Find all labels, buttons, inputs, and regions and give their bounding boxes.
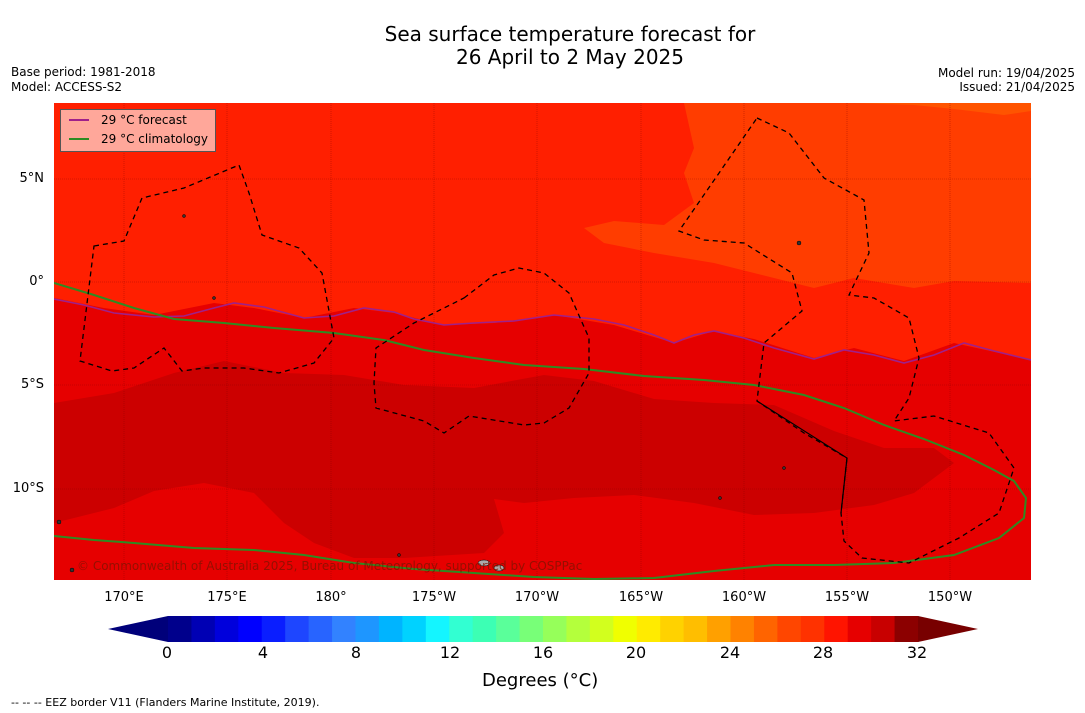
lon-label-150w: 150°W: [927, 590, 973, 605]
colorbar-segment: [800, 616, 825, 642]
colorbar-segment: [308, 616, 333, 642]
colorbar-segment: [191, 616, 216, 642]
colorbar-segment: [496, 616, 521, 642]
colorbar: [108, 616, 978, 642]
legend-item-climatology: 29 °C climatology: [69, 131, 208, 147]
legend-item-forecast: 29 °C forecast: [69, 112, 187, 128]
chart-title-line2: 26 April to 2 May 2025: [456, 45, 684, 69]
colorbar-tick-0: 0: [161, 643, 173, 662]
colorbar-segment: [168, 616, 192, 642]
eez-borders: [79, 117, 1015, 564]
colorbar-tick-20: 20: [625, 643, 647, 662]
colorbar-over-arrow: [918, 616, 978, 642]
lon-label-165w: 165°W: [618, 590, 664, 605]
colorbar-segment: [777, 616, 802, 642]
coastline-segment: [756, 400, 848, 514]
colorbar-segment: [683, 616, 708, 642]
legend-swatch-climatology: [69, 138, 89, 140]
issued-date: Issued: 21/04/2025: [959, 80, 1075, 94]
colorbar-tick-32: 32: [906, 643, 928, 662]
colorbar-segment: [707, 616, 731, 642]
lon-label-170w: 170°W: [514, 590, 560, 605]
colorbar-tick-12: 12: [439, 643, 461, 662]
colorbar-segment: [543, 616, 567, 642]
sst-band-26-27: [854, 103, 1031, 115]
lat-label-5n: 5°N: [19, 171, 45, 186]
lat-label-10s: 10°S: [12, 481, 44, 496]
map-legend: 29 °C forecast 29 °C climatology: [60, 109, 216, 152]
lon-label-155w: 155°W: [824, 590, 870, 605]
sst-map: [54, 103, 1031, 580]
climatology-29c-contour: [54, 282, 1028, 580]
colorbar-segment: [425, 616, 450, 642]
colorbar-segment: [285, 616, 310, 642]
colorbar-tick-24: 24: [719, 643, 741, 662]
colorbar-segment: [449, 616, 474, 642]
colorbar-tick-16: 16: [532, 643, 554, 662]
colorbar-under-arrow: [108, 616, 168, 642]
sst-band-27-28: [584, 103, 1031, 288]
colorbar-segment: [730, 616, 755, 642]
colorbar-segment: [355, 616, 380, 642]
colorbar-segment: [402, 616, 427, 642]
lon-label-175e: 175°E: [207, 590, 247, 605]
sst-band-30-31: [54, 361, 954, 558]
copyright-notice: © Commonwealth of Australia 2025, Bureau…: [77, 559, 583, 573]
lat-label-0: 0°: [29, 274, 44, 289]
lon-label-175w: 175°W: [411, 590, 457, 605]
colorbar-segment: [613, 616, 638, 642]
legend-label-climatology: 29 °C climatology: [101, 132, 209, 146]
colorbar-tick-28: 28: [812, 643, 834, 662]
lon-label-160w: 160°W: [721, 590, 767, 605]
colorbar-segment: [847, 616, 872, 642]
colorbar-segment: [589, 616, 614, 642]
colorbar-segment: [472, 616, 497, 642]
colorbar-segment: [894, 616, 919, 642]
colorbar-label: Degrees (°C): [482, 670, 599, 691]
forecast-29c-contour: [54, 298, 1031, 364]
colorbar-segment: [871, 616, 896, 642]
colorbar-segment: [660, 616, 685, 642]
colorbar-segment: [378, 616, 403, 642]
colorbar-segment: [636, 616, 661, 642]
legend-swatch-forecast: [69, 119, 89, 121]
graticule: [54, 103, 1031, 580]
model-name: Model: ACCESS-S2: [11, 80, 123, 94]
colorbar-segment: [332, 616, 356, 642]
eez-footnote: -- -- -- EEZ border V11 (Flanders Marine…: [11, 696, 320, 709]
colorbar-segment: [824, 616, 849, 642]
colorbar-segment: [519, 616, 544, 642]
colorbar-segment: [753, 616, 778, 642]
lon-label-170e: 170°E: [104, 590, 144, 605]
model-run: Model run: 19/04/2025: [937, 66, 1075, 80]
base-period: Base period: 1981-2018: [11, 65, 156, 79]
chart-title-line1: Sea surface temperature forecast for: [384, 22, 756, 46]
lon-label-180: 180°: [315, 590, 347, 605]
colorbar-tick-4: 4: [257, 643, 269, 662]
colorbar-tick-8: 8: [350, 643, 362, 662]
colorbar-segment: [238, 616, 263, 642]
colorbar-segment: [566, 616, 591, 642]
islands: [56, 214, 802, 573]
colorbar-segment: [214, 616, 239, 642]
colorbar-segment: [261, 616, 286, 642]
legend-label-forecast: 29 °C forecast: [101, 113, 187, 127]
lat-label-5s: 5°S: [20, 377, 44, 392]
